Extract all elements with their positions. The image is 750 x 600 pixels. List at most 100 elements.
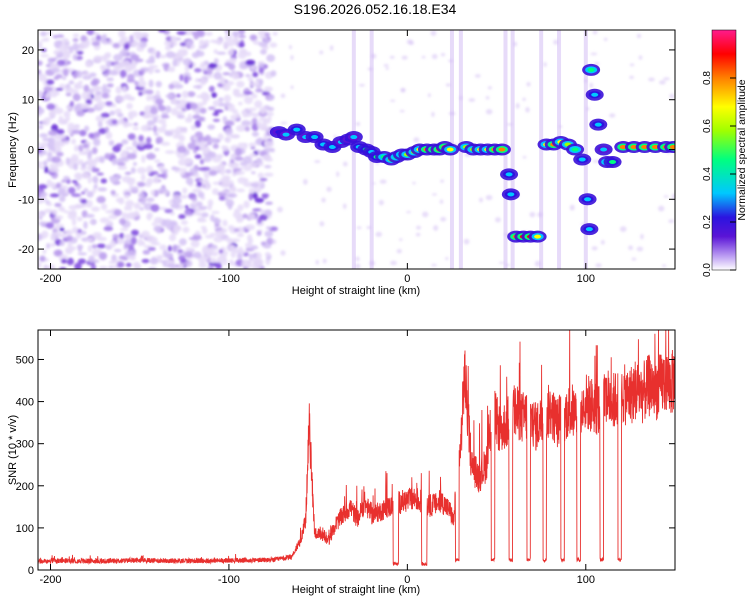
noise-blob <box>82 143 90 149</box>
noise-blob <box>264 230 274 238</box>
noise-blob <box>234 92 242 98</box>
noise-blob <box>132 161 138 166</box>
noise-blob <box>59 240 65 247</box>
noise-blob <box>199 140 206 149</box>
noise-blob <box>636 33 642 39</box>
noise-blob <box>116 143 123 148</box>
noise-blob <box>38 221 48 226</box>
noise-blob <box>96 101 107 108</box>
noise-blob <box>134 80 139 87</box>
noise-blob <box>86 190 94 198</box>
noise-blob <box>498 261 505 264</box>
noise-blob <box>100 112 110 118</box>
noise-blob <box>49 193 60 198</box>
noise-blob <box>184 260 193 268</box>
noise-blob <box>175 110 186 115</box>
noise-blob <box>38 199 44 204</box>
noise-blob <box>208 62 218 69</box>
noise-blob <box>67 122 75 131</box>
noise-blob <box>76 173 82 181</box>
noise-blob <box>38 142 41 147</box>
noise-blob <box>157 207 168 211</box>
noise-blob <box>628 245 634 251</box>
noise-blob <box>159 244 167 251</box>
noise-blob <box>249 34 258 41</box>
noise-blob <box>45 116 53 121</box>
noise-blob <box>223 94 232 103</box>
noise-blob <box>153 95 162 100</box>
noise-blob <box>178 214 186 220</box>
noise-blob <box>47 151 53 158</box>
noise-blob <box>50 234 56 242</box>
noise-blob <box>440 53 446 57</box>
noise-blob <box>433 225 439 231</box>
noise-blob <box>89 220 97 225</box>
noise-blob <box>38 40 43 49</box>
noise-blob <box>150 170 159 175</box>
noise-blob <box>222 72 231 76</box>
noise-blob <box>41 230 49 239</box>
noise-blob <box>46 103 56 111</box>
noise-blob <box>108 214 118 220</box>
noise-blob <box>179 238 187 246</box>
noise-blob <box>97 236 107 242</box>
noise-blob <box>448 111 456 116</box>
noise-blob <box>115 95 125 103</box>
colorbar-tick-label: 0.4 <box>702 167 713 181</box>
noise-blob <box>506 123 514 126</box>
noise-blob <box>213 235 223 243</box>
noise-blob <box>153 216 162 225</box>
noise-blob <box>636 246 644 252</box>
noise-blob <box>93 184 98 189</box>
noise-blob <box>122 86 127 93</box>
track-peak <box>505 172 513 177</box>
noise-blob <box>127 243 135 251</box>
noise-blob <box>248 142 257 148</box>
noise-blob <box>211 210 220 215</box>
noise-blob <box>422 211 429 218</box>
noise-blob <box>237 204 244 212</box>
noise-blob <box>100 178 108 184</box>
noise-blob <box>164 40 172 46</box>
noise-blob <box>241 259 250 268</box>
noise-blob <box>76 216 83 222</box>
noise-blob <box>600 239 605 245</box>
noise-blob <box>76 110 85 117</box>
noise-blob <box>522 97 526 102</box>
noise-blob <box>160 115 170 119</box>
noise-blob <box>46 243 51 249</box>
track-peak <box>507 192 515 197</box>
x-tick-label: -100 <box>218 574 240 586</box>
noise-blob <box>314 160 321 164</box>
noise-blob <box>658 205 665 212</box>
noise-blob <box>270 148 275 153</box>
noise-blob <box>61 179 67 183</box>
noise-blob <box>259 214 268 221</box>
noise-blob <box>230 159 235 164</box>
noise-blob <box>88 132 95 139</box>
noise-blob <box>176 93 181 98</box>
noise-blob <box>84 125 90 132</box>
noise-blob <box>124 171 132 175</box>
noise-blob <box>261 194 269 200</box>
noise-blob <box>76 184 82 189</box>
noise-blob <box>55 182 61 189</box>
noise-blob <box>40 191 48 198</box>
noise-blob <box>385 67 389 70</box>
noise-blob <box>218 249 224 254</box>
noise-blob <box>72 33 80 38</box>
noise-blob <box>66 257 74 266</box>
noise-blob <box>125 199 134 207</box>
noise-blob <box>537 212 543 218</box>
noise-blob <box>216 51 227 55</box>
noise-blob <box>141 155 146 163</box>
noise-blob <box>141 32 148 38</box>
noise-blob <box>43 160 48 167</box>
noise-blob <box>259 78 264 86</box>
track-peak <box>594 122 602 127</box>
track-peak <box>446 147 454 152</box>
noise-blob <box>100 65 107 72</box>
noise-blob <box>167 245 172 252</box>
noise-blob <box>155 80 162 88</box>
noise-blob <box>123 243 130 249</box>
